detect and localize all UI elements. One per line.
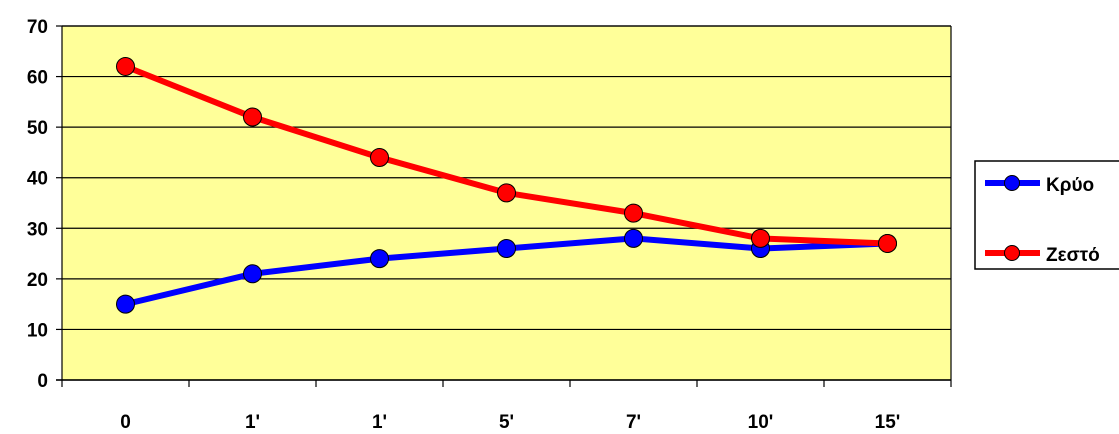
series-group — [116, 56, 897, 314]
y-tick-label: 40 — [27, 169, 48, 190]
legend-label-zesto: Ζεστό — [1046, 245, 1100, 266]
y-tick-label: 10 — [27, 320, 48, 341]
y-tick-label: 30 — [27, 219, 48, 240]
x-axis-tick-labels: 0 1' 1' 5' 7' 10' 15' — [120, 412, 900, 433]
x-tick-label: 10' — [748, 412, 774, 433]
y-tick-label: 20 — [27, 270, 48, 291]
data-point — [624, 203, 643, 223]
x-tick-label: 1' — [245, 412, 260, 433]
x-tick-label: 7' — [626, 412, 641, 433]
legend: Κρύο Ζεστό — [974, 160, 1119, 270]
x-tick-label: 1' — [372, 412, 387, 433]
gridlines — [62, 25, 951, 381]
y-axis-tick-labels: 0 10 20 30 40 50 60 70 — [27, 17, 48, 392]
legend-marker-zesto — [1004, 245, 1020, 261]
axes — [56, 25, 952, 387]
plot-area — [62, 26, 951, 380]
data-point — [624, 228, 643, 248]
x-tick-label: 15' — [875, 412, 901, 433]
data-point — [116, 294, 135, 314]
data-point — [116, 56, 135, 76]
y-tick-label: 50 — [27, 118, 48, 139]
x-tick-label: 0 — [120, 412, 131, 433]
data-point — [497, 239, 516, 259]
data-point — [370, 249, 389, 269]
data-point — [243, 107, 262, 127]
data-point — [751, 228, 770, 248]
legend-label-kryo: Κρύο — [1046, 175, 1094, 196]
legend-marker-kryo — [1004, 175, 1020, 191]
x-tick-label: 5' — [499, 412, 514, 433]
data-point — [243, 264, 262, 284]
y-tick-label: 70 — [27, 17, 48, 38]
data-point — [497, 183, 516, 203]
y-tick-label: 60 — [27, 68, 48, 89]
data-point — [878, 233, 897, 253]
data-point — [370, 147, 389, 167]
y-tick-label: 0 — [37, 371, 48, 392]
